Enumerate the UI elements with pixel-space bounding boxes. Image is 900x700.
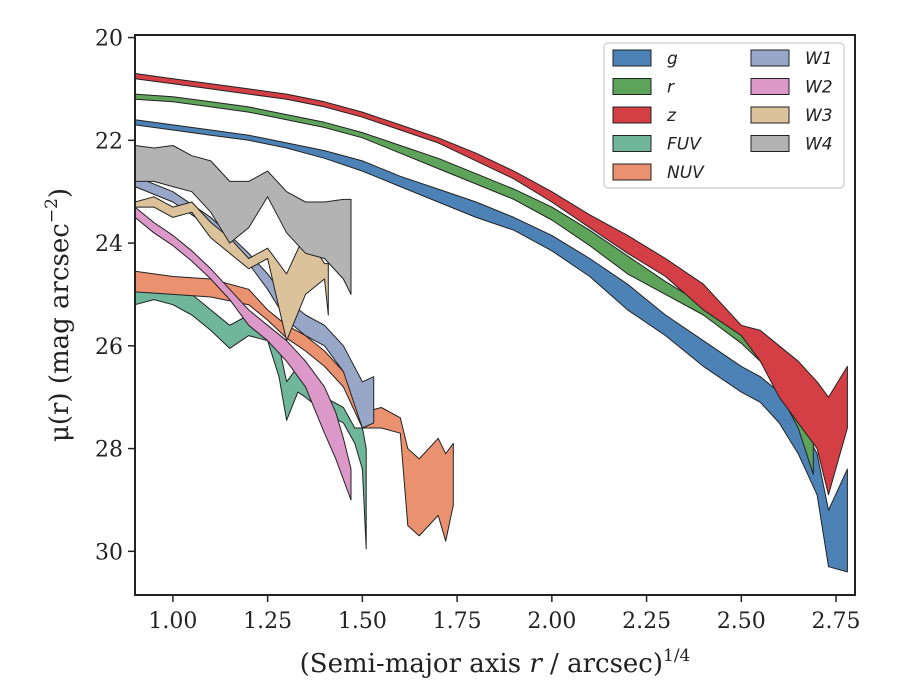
- legend-swatch-g: [612, 49, 652, 67]
- y-axis-ticks: 20 22 24 26 28 30: [95, 27, 135, 565]
- series-band-w2: [134, 206, 352, 501]
- series-band-w4: [134, 145, 352, 295]
- y-tick-label: 28: [95, 438, 123, 463]
- y-tick-label: 20: [95, 27, 123, 52]
- legend-swatch-w3: [750, 106, 790, 124]
- x-axis-ticks: 1.00 1.25 1.50 1.75 2.00 2.25 2.50 2.75: [148, 595, 861, 634]
- x-tick-label: 2.25: [622, 609, 671, 634]
- plot-frame: [134, 34, 856, 596]
- legend-swatch-w1: [750, 49, 790, 67]
- legend-swatch-z: [612, 106, 652, 124]
- x-tick-label: 1.50: [338, 609, 387, 634]
- legend-label-r: r: [667, 78, 675, 98]
- legend-label-fuv: FUV: [667, 135, 702, 155]
- x-tick-label: 1.00: [148, 609, 197, 634]
- legend-swatch-w4: [750, 135, 790, 152]
- series-band-w3: [134, 196, 329, 342]
- legend-label-w3: W3: [805, 106, 833, 126]
- series-band-nuv: [134, 270, 454, 542]
- series-band-r: [134, 93, 814, 475]
- x-axis-label: (Semi-major axis r / arcsec)1/4: [300, 646, 691, 679]
- legend-swatch-fuv: [612, 135, 652, 152]
- x-tick-label: 2.00: [527, 609, 576, 634]
- legend-label-w1: W1: [805, 49, 833, 69]
- series-layer: [134, 73, 848, 573]
- legend-swatch-r: [612, 78, 652, 95]
- legend-label-w2: W2: [805, 78, 833, 98]
- x-tick-label: 1.25: [243, 609, 292, 634]
- legend-swatch-nuv: [612, 163, 652, 181]
- series-band-z: [134, 73, 848, 496]
- y-axis-label: μ(r) (mag arcsec−2): [42, 188, 75, 442]
- x-tick-label: 2.50: [717, 609, 766, 634]
- legend-label-nuv: NUV: [667, 163, 705, 183]
- y-tick-label: 22: [95, 129, 123, 154]
- y-tick-label: 26: [95, 335, 123, 360]
- legend-swatch-w2: [750, 78, 790, 95]
- y-tick-label: 30: [95, 540, 123, 565]
- legend-label-w4: W4: [805, 135, 833, 155]
- series-band-g: [134, 119, 848, 573]
- x-tick-label: 1.75: [433, 609, 482, 634]
- x-tick-label: 2.75: [812, 609, 861, 634]
- legend-label-g: g: [667, 49, 678, 69]
- series-band-fuv: [134, 283, 367, 550]
- legend: grz FUV NUV W1 W2 W3 W4: [603, 42, 845, 189]
- y-tick-label: 24: [95, 232, 123, 257]
- legend-label-z: z: [666, 106, 677, 126]
